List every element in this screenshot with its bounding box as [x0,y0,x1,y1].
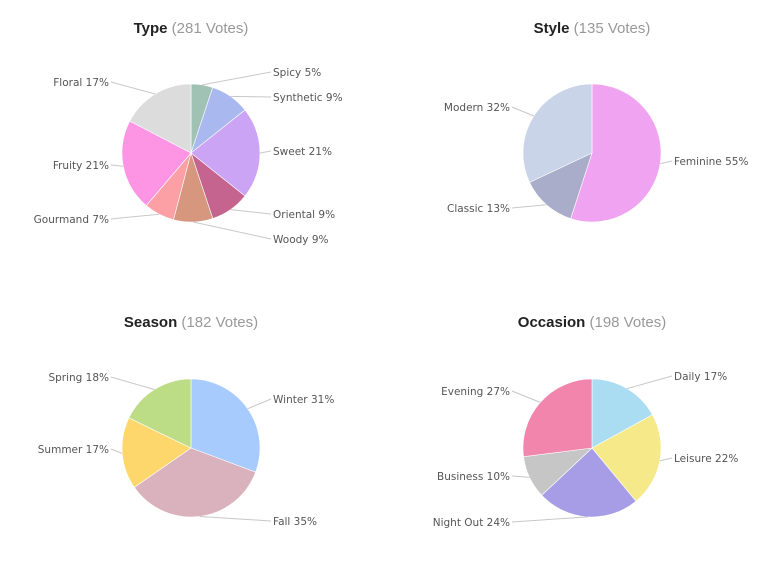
leader-line [259,150,272,154]
pie-slices [522,83,662,223]
slice-label: Synthetic 9% [273,92,343,104]
chart-title: Type (281 Votes) [134,20,249,37]
slice-labels: Daily 17% Leisure 22% Night Out 24% Busines… [433,371,739,529]
slice-labels: Feminine 55% Classic 13% Modern 32% [444,102,749,215]
slice-label: Sweet 21% [273,146,332,158]
pie-slice [133,447,257,518]
pie-slice [591,414,662,502]
chart-season: Season (182 Votes) Winter 31% Fall 35% Sum… [38,314,335,528]
chart-title: Season (182 Votes) [124,314,258,331]
slice-label: Daily 17% [674,371,727,383]
slice-label: Fall 35% [273,516,317,528]
pie-slices [121,378,261,518]
slice-label: Fruity 21% [53,160,109,172]
leader-line [511,516,588,523]
slice-label: Oriental 9% [273,209,335,221]
slice-label: Woody 9% [273,234,329,246]
chart-vote-count: (182 Votes) [181,314,258,331]
slice-label: Spring 18% [48,372,109,384]
leader-lines [110,71,272,240]
pie-slice [522,83,593,183]
pie-slice [129,83,192,154]
leader-line [626,375,673,390]
leader-line [659,457,673,462]
leader-line [199,516,272,522]
leader-line [660,160,673,165]
leader-line [511,475,530,478]
leader-line [193,221,272,240]
leader-line [511,106,534,117]
leader-lines [110,376,272,522]
slice-label: Business 10% [437,471,510,483]
slice-label: Feminine 55% [674,156,748,168]
pie-slice [529,152,593,219]
leader-line [511,390,541,403]
pie-slices [121,83,261,223]
chart-title: Style (135 Votes) [534,20,651,37]
slice-label: Gourmand 7% [34,214,109,226]
slice-label: Spicy 5% [273,67,321,79]
chart-title-text: Type [134,20,168,37]
pie-slice [121,417,192,488]
slice-label: Leisure 22% [674,453,738,465]
leader-line [247,398,272,410]
slice-label: Floral 17% [53,77,109,89]
leader-line [110,213,160,220]
leader-line [110,164,124,167]
chart-type: Type (281 Votes) Spicy 5% Synthetic 9% Swe… [34,20,343,246]
slice-label: Modern 32% [444,102,510,114]
slice-labels: Spicy 5% Synthetic 9% Sweet 21% Oriental 9%… [34,67,343,246]
chart-title-text: Occasion [518,314,586,331]
chart-occasion: Occasion (198 Votes) Daily 17% Leisure 22… [433,314,739,529]
chart-style: Style (135 Votes) Feminine 55% Classic 13… [444,20,749,223]
slice-label: Classic 13% [447,203,510,215]
leader-line [110,81,156,95]
leader-line [230,209,272,215]
chart-vote-count: (198 Votes) [589,314,666,331]
pie-slices [522,378,662,518]
chart-title-text: Style [534,20,570,37]
slice-label: Night Out 24% [433,517,510,529]
pie-slice [591,378,653,449]
slice-label: Summer 17% [38,444,109,456]
leader-lines [511,106,673,209]
chart-vote-count: (135 Votes) [574,20,651,37]
slice-labels: Winter 31% Fall 35% Summer 17% Spring 18% [38,372,335,528]
chart-title-text: Season [124,314,177,331]
leader-line [511,204,547,209]
chart-title: Occasion (198 Votes) [518,314,666,331]
leader-line [110,448,123,454]
pie-slice [570,83,662,223]
leader-line [201,71,272,86]
slice-label: Winter 31% [273,394,334,406]
chart-vote-count: (281 Votes) [172,20,249,37]
pie-slice [522,378,593,457]
leader-line [230,95,272,98]
leader-line [110,376,155,390]
slice-label: Evening 27% [441,386,510,398]
leader-lines [511,375,673,523]
